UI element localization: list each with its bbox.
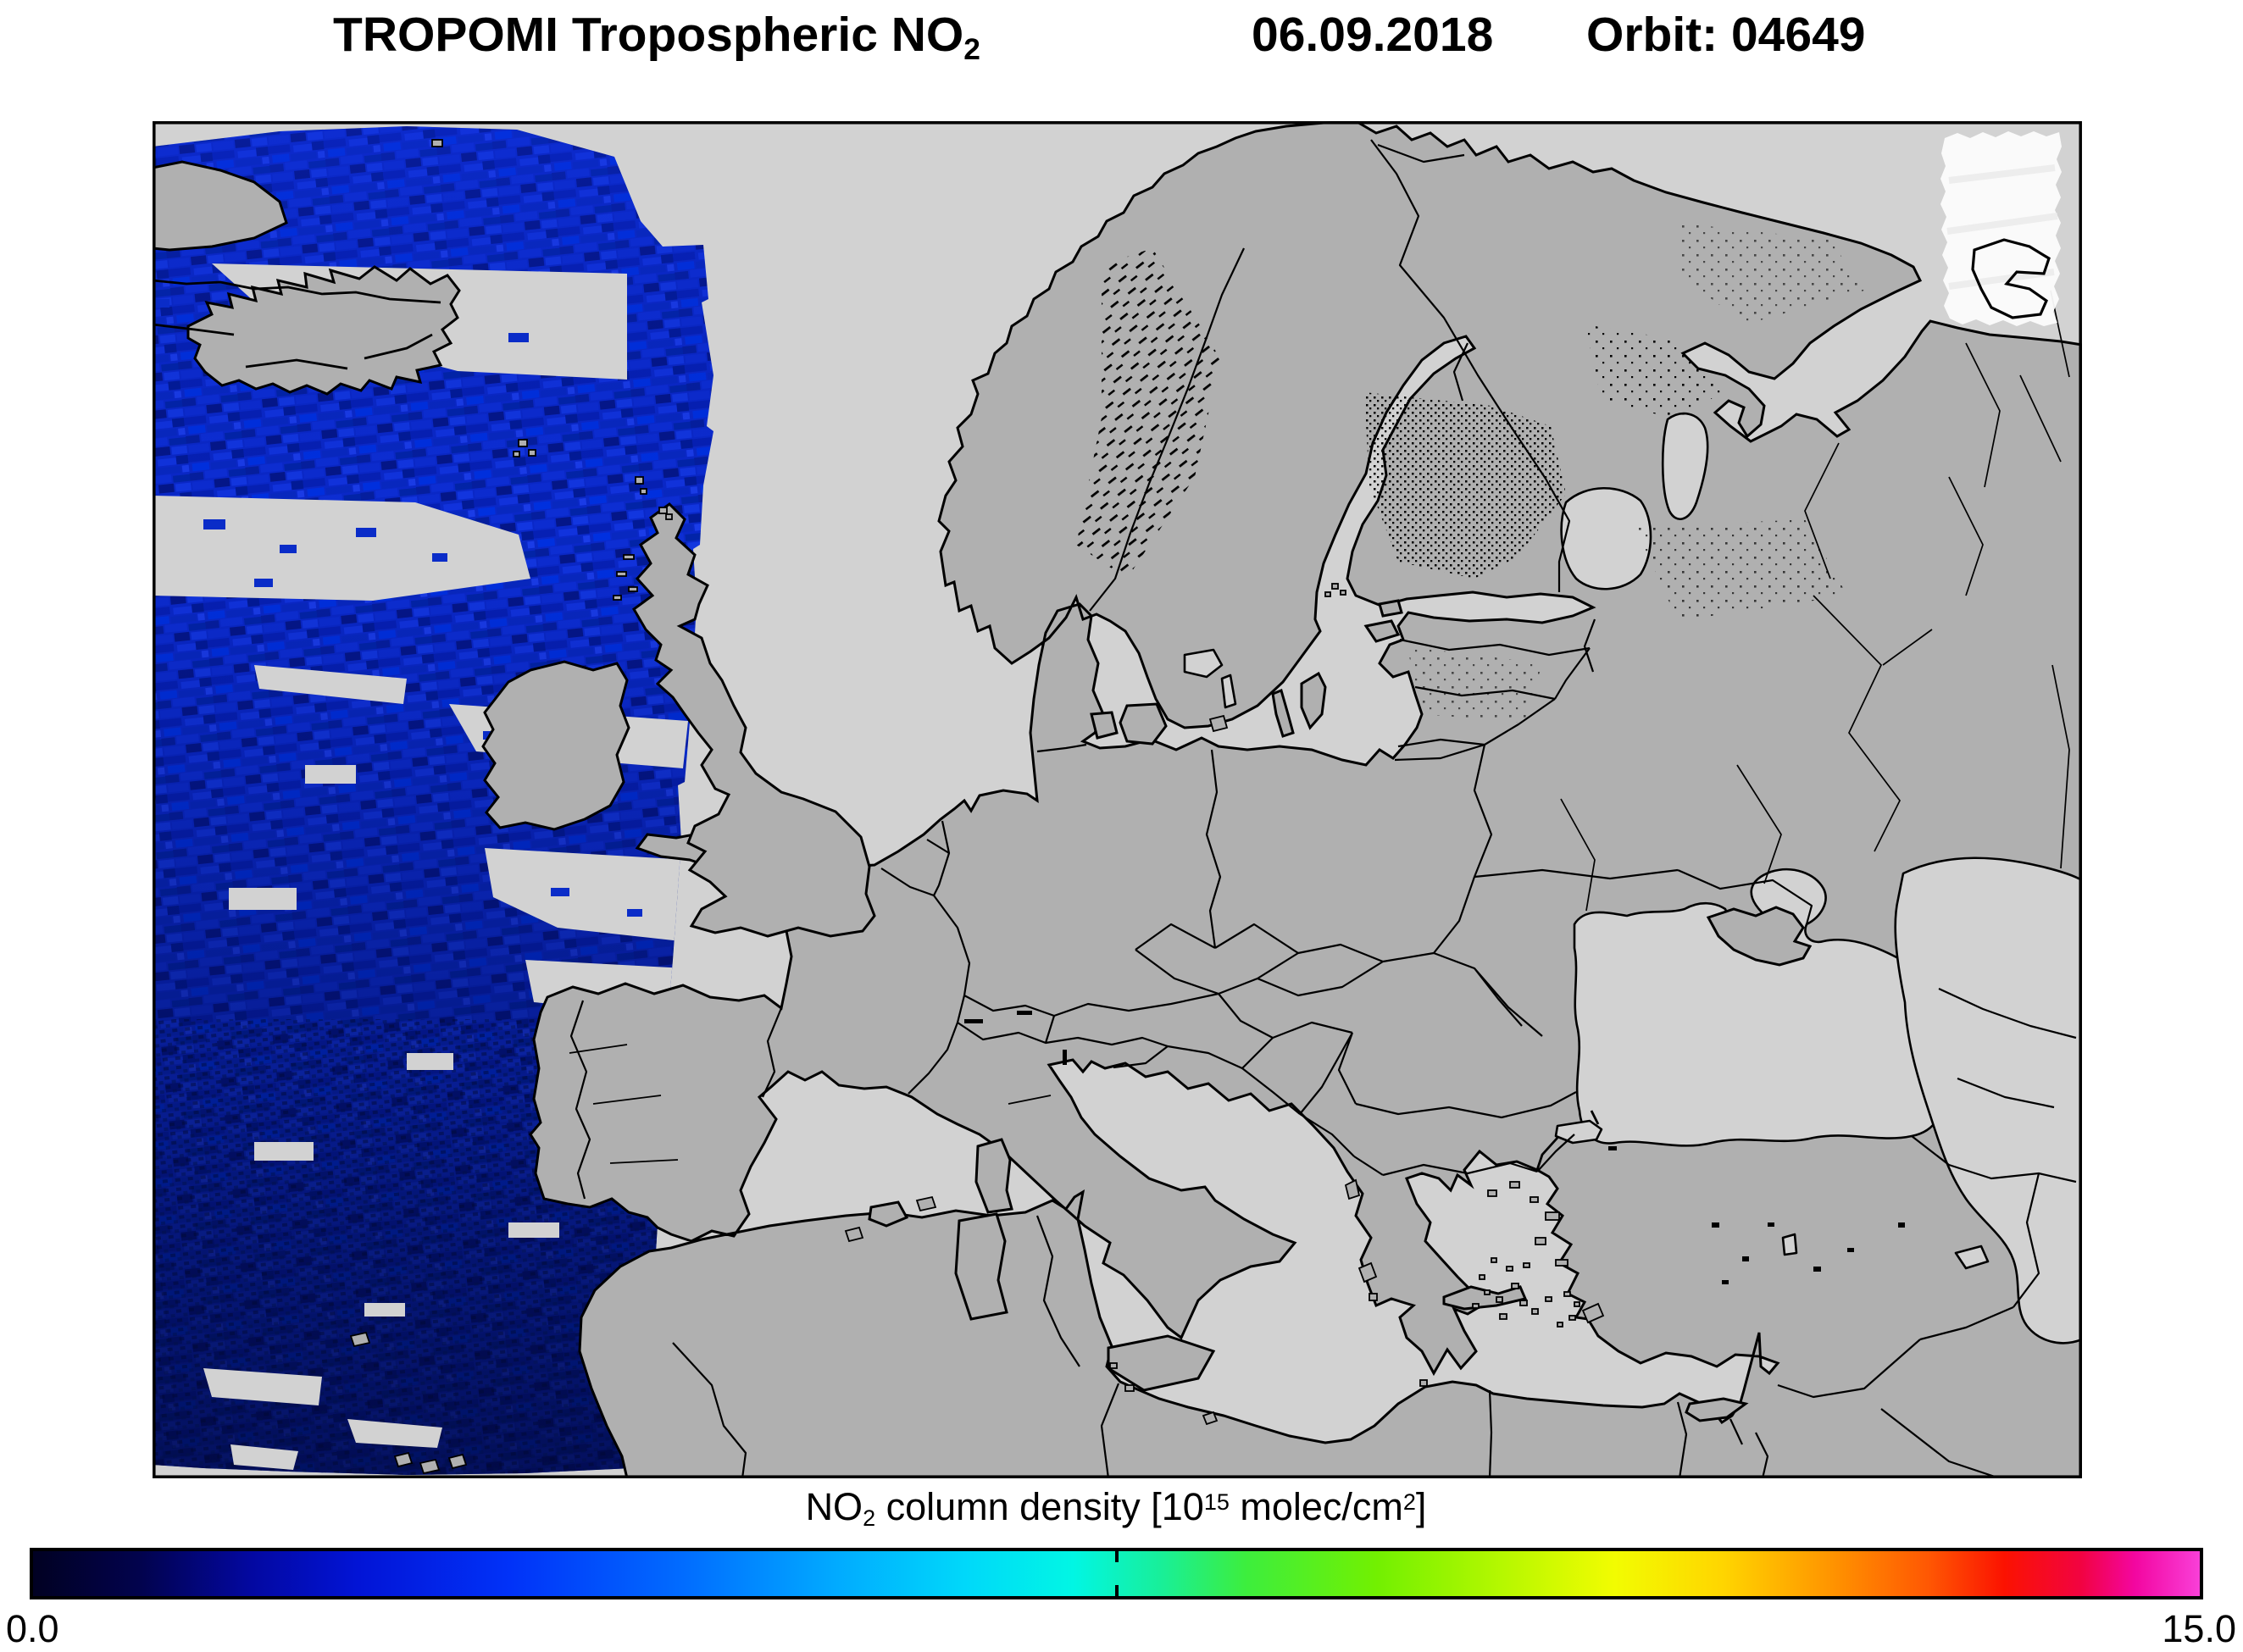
colorbar bbox=[30, 1548, 2203, 1599]
nw-russia-lakes bbox=[1635, 519, 1847, 621]
map-container bbox=[153, 121, 2082, 1478]
greenland-coast bbox=[153, 160, 288, 252]
bosphorus-strait bbox=[1590, 1110, 1600, 1125]
title-subscript: 2 bbox=[963, 32, 980, 66]
ireland bbox=[481, 660, 630, 831]
greenland-peninsula-line bbox=[153, 279, 441, 336]
colorbar-center-tick-top bbox=[1114, 1551, 1119, 1562]
title-text: TROPOMI Tropospheric NO bbox=[333, 8, 964, 62]
bornholm bbox=[1208, 714, 1229, 733]
lake-van bbox=[1954, 1245, 1990, 1270]
finland-lakes bbox=[1364, 392, 1566, 579]
colorbar-max-label: 15.0 bbox=[2162, 1607, 2236, 1650]
colorbar-title: NO2 column density [1015 molec/cm2] bbox=[805, 1485, 1427, 1531]
crimea-peninsula bbox=[1706, 906, 1813, 967]
alpine-lakes bbox=[964, 1011, 1067, 1065]
turkey-lakes bbox=[1608, 1146, 1905, 1284]
rhodes bbox=[1581, 1302, 1605, 1324]
corsica bbox=[974, 1138, 1013, 1214]
onega-lake bbox=[1661, 412, 1709, 520]
malta bbox=[1202, 1411, 1219, 1426]
vanern-lake bbox=[1183, 648, 1224, 679]
crete bbox=[1442, 1285, 1528, 1311]
mallorca bbox=[868, 1200, 909, 1228]
scandes-mountains bbox=[1076, 248, 1220, 579]
kola-lakes bbox=[1678, 223, 1864, 324]
sicily bbox=[1107, 1334, 1216, 1392]
ibiza bbox=[844, 1226, 864, 1243]
map-frame bbox=[153, 121, 2082, 1478]
inland-seas bbox=[1183, 412, 2082, 1344]
small-islands bbox=[349, 439, 1580, 1475]
cyprus bbox=[1685, 1397, 1749, 1422]
date-label: 06.09.2018 bbox=[1252, 8, 1494, 62]
sea-of-marmara bbox=[1554, 1119, 1603, 1145]
colorbar-min-label: 0.0 bbox=[6, 1607, 59, 1650]
fyn bbox=[1090, 711, 1119, 740]
iceland-fjord-lines bbox=[245, 333, 433, 370]
ladoga-lake bbox=[1560, 487, 1652, 590]
great-britain bbox=[632, 502, 876, 938]
iberia-rivers bbox=[569, 1044, 1052, 1164]
colorbar-center-tick-bottom bbox=[1114, 1585, 1119, 1596]
menorca bbox=[915, 1195, 937, 1212]
page-title: TROPOMI Tropospheric NO2 bbox=[333, 7, 980, 67]
orbit-label: Orbit: 04649 bbox=[1586, 8, 1866, 62]
vattern-lake bbox=[1220, 674, 1237, 709]
greenland bbox=[153, 139, 443, 336]
dardanelles-strait bbox=[1535, 1137, 1559, 1171]
gotland bbox=[1300, 671, 1327, 730]
caspian-sea bbox=[1894, 856, 2082, 1344]
europe-map bbox=[153, 121, 2082, 1478]
novaya-zemlya bbox=[1971, 238, 2051, 319]
oland bbox=[1271, 688, 1295, 738]
rivers bbox=[1560, 290, 2070, 912]
terrain-speckles bbox=[569, 223, 1905, 1284]
karelia-lakes bbox=[1585, 324, 1722, 419]
baltics-lakes bbox=[1407, 646, 1542, 723]
lake-tuz bbox=[1781, 1233, 1798, 1256]
zealand bbox=[1119, 702, 1168, 746]
sardinia bbox=[954, 1212, 1008, 1321]
saaremaa bbox=[1363, 599, 1403, 643]
arctic-islet bbox=[431, 139, 443, 147]
aegean-islands bbox=[1472, 1181, 1580, 1328]
